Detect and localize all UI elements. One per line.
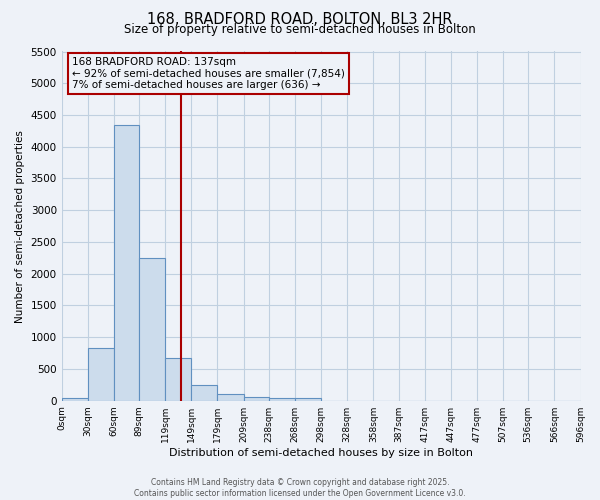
Bar bbox=[62, 398, 88, 400]
X-axis label: Distribution of semi-detached houses by size in Bolton: Distribution of semi-detached houses by … bbox=[169, 448, 473, 458]
Bar bbox=[88, 348, 114, 401]
Bar bbox=[191, 385, 217, 400]
Y-axis label: Number of semi-detached properties: Number of semi-detached properties bbox=[15, 130, 25, 322]
Bar bbox=[165, 358, 191, 401]
Bar bbox=[139, 258, 165, 400]
Bar bbox=[269, 398, 295, 400]
Text: Contains HM Land Registry data © Crown copyright and database right 2025.
Contai: Contains HM Land Registry data © Crown c… bbox=[134, 478, 466, 498]
Bar bbox=[114, 124, 139, 400]
Text: Size of property relative to semi-detached houses in Bolton: Size of property relative to semi-detach… bbox=[124, 24, 476, 36]
Bar bbox=[217, 394, 244, 400]
Bar bbox=[295, 398, 321, 400]
Text: 168 BRADFORD ROAD: 137sqm
← 92% of semi-detached houses are smaller (7,854)
7% o: 168 BRADFORD ROAD: 137sqm ← 92% of semi-… bbox=[72, 56, 345, 90]
Text: 168, BRADFORD ROAD, BOLTON, BL3 2HR: 168, BRADFORD ROAD, BOLTON, BL3 2HR bbox=[147, 12, 453, 28]
Bar bbox=[244, 397, 269, 400]
